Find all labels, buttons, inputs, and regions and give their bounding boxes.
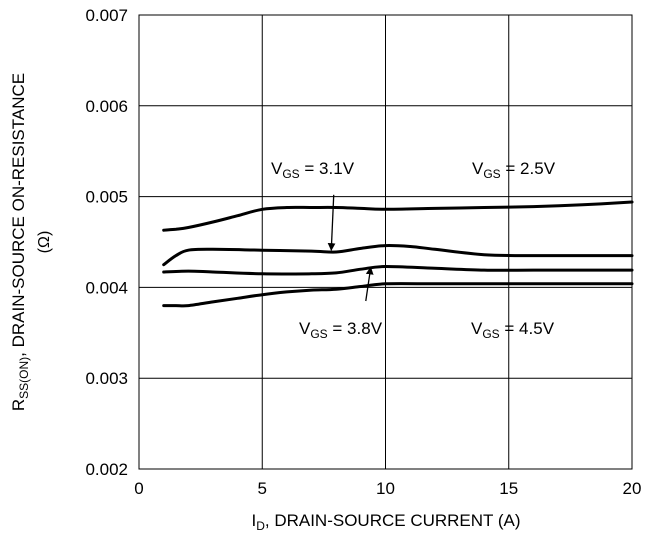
series-group — [162, 200, 634, 308]
x-tick-label: 5 — [258, 479, 267, 498]
x-tick-label: 0 — [134, 479, 143, 498]
y-tick-label: 0.002 — [85, 460, 128, 479]
annotation-label-3: VGS = 3.8V — [299, 319, 383, 341]
x-tick-label: 20 — [623, 479, 642, 498]
grid — [139, 15, 632, 469]
x-tick-label: 15 — [499, 479, 518, 498]
x-tick-labels: 0 5 10 15 20 — [134, 479, 641, 498]
y-axis-label: RSS(ON), DRAIN-SOURCE ON-RESISTANCE — [9, 73, 31, 411]
annotation-label-2: VGS = 2.5V — [472, 159, 556, 181]
series-line-1 — [162, 200, 634, 232]
annotation-label-1: VGS = 3.1V — [271, 159, 355, 181]
x-axis-label: ID, DRAIN-SOURCE CURRENT (A) — [251, 511, 520, 533]
annotation-arrow-3 — [365, 266, 374, 302]
y-tick-label: 0.004 — [85, 278, 128, 297]
y-tick-label: 0.005 — [85, 188, 128, 207]
y-tick-label: 0.007 — [85, 6, 128, 25]
x-tick-label: 10 — [376, 479, 395, 498]
annotation-label-4: VGS = 4.5V — [471, 319, 555, 341]
series-line-4 — [162, 282, 634, 308]
y-tick-labels: 0.002 0.003 0.004 0.005 0.006 0.007 — [85, 6, 128, 479]
y-tick-label: 0.006 — [85, 97, 128, 116]
y-axis-unit: (Ω) — [36, 231, 53, 254]
y-axis-label-group: RSS(ON), DRAIN-SOURCE ON-RESISTANCE — [9, 73, 31, 411]
series-line-3 — [162, 264, 634, 276]
annotation-arrow-1 — [327, 194, 336, 251]
annotations: VGS = 3.1V VGS = 2.5V VGS = 3.8V VGS = 4.5V — [271, 159, 556, 341]
y-axis-unit-group: (Ω) — [36, 231, 53, 254]
plot-frame — [138, 14, 633, 470]
series-line-2 — [162, 244, 634, 267]
y-tick-label: 0.003 — [85, 369, 128, 388]
